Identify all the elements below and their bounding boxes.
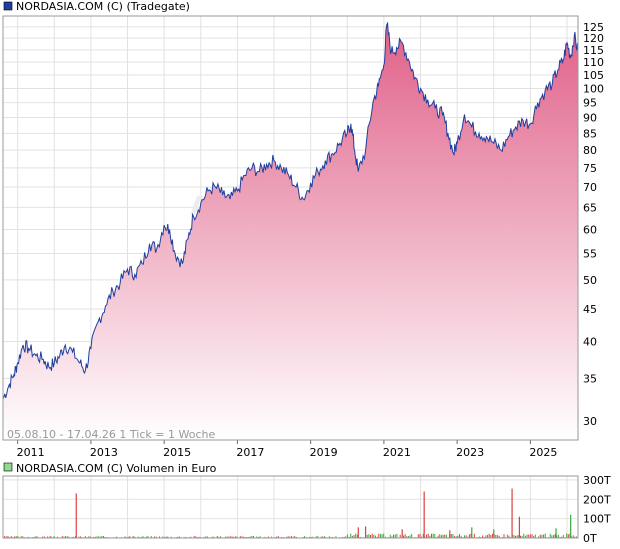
x-tick-label: 2019 <box>310 446 338 459</box>
y-tick-label: 70 <box>583 181 597 194</box>
y-tick-label: 30 <box>583 415 597 428</box>
price-line <box>2 21 579 400</box>
main-legend-swatch <box>3 1 13 11</box>
range-footer: 05.08.10 - 17.04.26 1 Tick = 1 Woche <box>7 428 215 441</box>
y-tick-label: 45 <box>583 303 597 316</box>
y-tick-label: 120 <box>583 32 604 45</box>
y-tick-label: 55 <box>583 248 597 261</box>
x-tick-label: 2017 <box>236 446 264 459</box>
y-tick-label: 35 <box>583 372 597 385</box>
x-tick-label: 2013 <box>90 446 118 459</box>
volume-y-tick-label: 100T <box>583 513 611 526</box>
price-area-fill <box>3 23 578 440</box>
volume-y-tick-label: 300T <box>583 474 611 487</box>
y-tick-label: 60 <box>583 224 597 237</box>
y-tick-label: 80 <box>583 144 597 157</box>
x-tick-label: 2025 <box>529 446 557 459</box>
y-tick-label: 105 <box>583 69 604 82</box>
main-plot-frame <box>2 15 579 441</box>
x-tick-label: 2021 <box>383 446 411 459</box>
volume-y-tick-label: 0T <box>583 532 597 545</box>
main-chart-title: NORDASIA.COM (C) (Tradegate) <box>16 0 190 13</box>
volume-legend-swatch <box>3 462 13 472</box>
y-tick-label: 125 <box>583 21 604 34</box>
volume-chart-title: NORDASIA.COM (C) Volumen in Euro <box>16 462 217 475</box>
x-tick-label: 2011 <box>17 446 45 459</box>
y-tick-label: 50 <box>583 274 597 287</box>
x-tick-label: 2015 <box>163 446 191 459</box>
x-tick-label: 2023 <box>456 446 484 459</box>
volume-plot-frame <box>2 475 579 539</box>
y-tick-label: 75 <box>583 162 597 175</box>
y-tick-label: 90 <box>583 112 597 125</box>
y-tick-label: 85 <box>583 127 597 140</box>
y-tick-label: 100 <box>583 82 604 95</box>
y-tick-label: 110 <box>583 56 604 69</box>
y-tick-label: 65 <box>583 201 597 214</box>
volume-y-tick-label: 200T <box>583 493 611 506</box>
y-tick-label: 40 <box>583 335 597 348</box>
y-tick-label: 115 <box>583 44 604 57</box>
y-tick-label: 95 <box>583 97 597 110</box>
